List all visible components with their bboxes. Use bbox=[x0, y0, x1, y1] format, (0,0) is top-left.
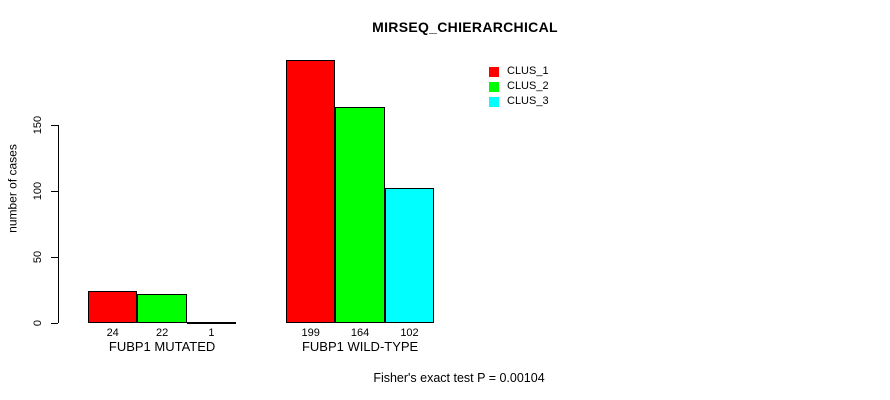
bar-clus_1 bbox=[88, 291, 138, 323]
category-label: FUBP1 WILD-TYPE bbox=[301, 339, 419, 354]
legend-swatch-clus_1 bbox=[489, 66, 499, 77]
bar-value-label: 164 bbox=[350, 327, 370, 339]
y-axis-tick bbox=[51, 322, 58, 324]
bar-value-label: 1 bbox=[208, 327, 215, 339]
bar-clus_3 bbox=[186, 321, 237, 324]
legend-swatch-clus_2 bbox=[489, 81, 499, 92]
y-axis-tick-label: 0 bbox=[32, 319, 44, 327]
footer-stat: Fisher's exact test P = 0.00104 bbox=[373, 371, 545, 385]
legend-label: CLUS_2 bbox=[507, 80, 549, 92]
legend: CLUS_1 CLUS_2 CLUS_3 bbox=[489, 64, 549, 109]
chart-title: MIRSEQ_CHIERARCHICAL bbox=[372, 19, 558, 35]
bar-value-label: 24 bbox=[106, 327, 119, 339]
bar-clus_1 bbox=[286, 60, 336, 323]
legend-label: CLUS_3 bbox=[507, 95, 549, 107]
y-axis-tick bbox=[51, 256, 58, 258]
legend-swatch-clus_3 bbox=[489, 96, 499, 107]
y-axis-label: number of cases bbox=[5, 144, 20, 233]
bar-value-label: 199 bbox=[301, 327, 320, 339]
y-axis-tick-label: 100 bbox=[32, 181, 44, 201]
bar-value-label: 22 bbox=[155, 327, 169, 339]
y-axis-line bbox=[58, 125, 59, 323]
bar-clus_2 bbox=[335, 106, 385, 323]
y-axis-tick-label: 150 bbox=[32, 115, 44, 135]
bar-value-label: 102 bbox=[400, 327, 419, 339]
legend-row: CLUS_2 bbox=[489, 79, 549, 94]
legend-row: CLUS_1 bbox=[489, 64, 549, 79]
category-label: FUBP1 MUTATED bbox=[108, 339, 216, 354]
bar-clus_3 bbox=[384, 188, 435, 323]
legend-row: CLUS_3 bbox=[489, 94, 549, 109]
legend-label: CLUS_1 bbox=[507, 65, 549, 77]
y-axis-tick bbox=[51, 124, 58, 126]
bar-clus_2 bbox=[137, 293, 187, 323]
y-axis-tick bbox=[51, 190, 58, 192]
y-axis-tick-label: 50 bbox=[32, 250, 44, 264]
